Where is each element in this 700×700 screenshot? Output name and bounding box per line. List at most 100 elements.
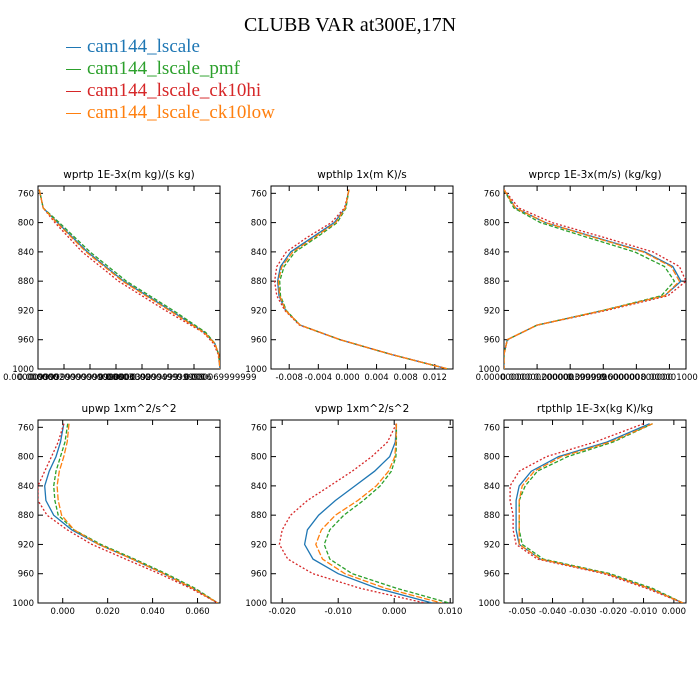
series-line-3 bbox=[273, 189, 449, 369]
panel-6: rtpthlp 1E-3x(kg K)/kg 760 800 840 880 920 960… bbox=[478, 403, 687, 617]
legend-swatch bbox=[66, 112, 81, 114]
series-line-2 bbox=[518, 423, 684, 603]
series-line-1 bbox=[44, 423, 219, 603]
y-tick-label: 840 bbox=[484, 248, 500, 258]
y-tick-label: 880 bbox=[18, 277, 34, 287]
y-tick-label: 920 bbox=[251, 306, 267, 316]
series-line-3 bbox=[504, 189, 686, 369]
x-tick-label: 0.020 bbox=[95, 607, 119, 617]
y-tick-label: 800 bbox=[484, 219, 500, 229]
y-tick-label: 800 bbox=[18, 453, 34, 463]
x-tick-label: 0.000009999999999999999 bbox=[3, 373, 125, 383]
y-tick-label: 840 bbox=[18, 482, 34, 492]
x-tick-label: -0.040 bbox=[539, 607, 566, 617]
x-tick-label: 0.00003 bbox=[98, 373, 133, 383]
y-tick-label: 800 bbox=[18, 219, 34, 229]
panel-title: upwp 1xm^2/s^2 bbox=[82, 403, 177, 415]
plot-frame bbox=[503, 419, 687, 604]
y-tick-label: 880 bbox=[484, 277, 500, 287]
series-line-3 bbox=[38, 189, 220, 369]
x-tick-label: 0.060 bbox=[185, 607, 209, 617]
series-line-1 bbox=[276, 189, 449, 369]
y-tick-label: 840 bbox=[251, 482, 267, 492]
panel-1: wprtp 1E-3x(m kg)/(s kg) 760 800 840 880 920 9… bbox=[3, 169, 256, 383]
y-tick-label: 1000 bbox=[12, 599, 34, 609]
y-tick-label: 1000 bbox=[478, 599, 500, 609]
panel-title: vpwp 1xm^2/s^2 bbox=[315, 403, 410, 415]
x-tick-label: -0.020 bbox=[268, 607, 295, 617]
panel-title: rtpthlp 1E-3x(kg K)/kg bbox=[537, 403, 653, 415]
y-tick-label: 840 bbox=[18, 248, 34, 258]
legend-item-lscale-ck10hi: cam144_lscale_ck10hi bbox=[66, 80, 275, 102]
y-tick-label: 880 bbox=[484, 511, 500, 521]
panel-2: wpthlp 1x(m K)/s 760 800 840 880 920 960 1000 -0… bbox=[245, 169, 454, 383]
x-tick-label: 0.000 bbox=[662, 607, 686, 617]
y-tick-label: 920 bbox=[18, 306, 34, 316]
legend-swatch bbox=[66, 68, 81, 70]
y-tick-label: 1000 bbox=[478, 365, 500, 375]
y-tick-label: 920 bbox=[484, 540, 500, 550]
x-tick-label: 0.000000000 bbox=[476, 373, 533, 383]
x-tick-label: -0.020 bbox=[599, 607, 626, 617]
x-tick-label: 0.000049999999 bbox=[131, 373, 204, 383]
series-line-4 bbox=[315, 423, 442, 603]
x-tick-label: 0.000 bbox=[335, 373, 359, 383]
y-tick-label: 840 bbox=[484, 482, 500, 492]
series-line-2 bbox=[323, 423, 450, 603]
x-tick-label: -0.010 bbox=[630, 607, 657, 617]
x-tick-label: 0.000001000 bbox=[641, 373, 698, 383]
y-tick-label: 960 bbox=[18, 336, 34, 346]
legend-item-lscale: cam144_lscale bbox=[66, 36, 275, 58]
x-tick-label: 0.004 bbox=[364, 373, 388, 383]
x-tick-label: 0.012 bbox=[423, 373, 447, 383]
x-tick-label: 0.000 bbox=[382, 607, 406, 617]
plot-frame bbox=[37, 419, 221, 604]
series-line-2 bbox=[53, 423, 219, 603]
y-tick-label: 760 bbox=[251, 189, 267, 199]
panel-3: wprcp 1E-3x(m/s) (kg/kg) 760 800 840 880 920 9… bbox=[476, 169, 698, 383]
y-tick-label: 840 bbox=[251, 248, 267, 258]
x-tick-label: 0.000069999999 bbox=[183, 373, 256, 383]
y-tick-label: 1000 bbox=[12, 365, 34, 375]
y-tick-label: 1000 bbox=[245, 365, 267, 375]
series-line-2 bbox=[279, 189, 449, 369]
y-tick-label: 960 bbox=[251, 570, 267, 580]
panel-title: wprtp 1E-3x(m kg)/(s kg) bbox=[63, 169, 194, 181]
series-line-4 bbox=[38, 189, 220, 369]
y-tick-label: 760 bbox=[484, 423, 500, 433]
x-tick-label: 0.000000399999 bbox=[534, 373, 607, 383]
y-tick-label: 760 bbox=[251, 423, 267, 433]
y-tick-label: 800 bbox=[484, 453, 500, 463]
series-line-4 bbox=[277, 189, 449, 369]
x-tick-label: -0.050 bbox=[508, 607, 535, 617]
legend-swatch bbox=[66, 90, 81, 92]
plot-frame bbox=[37, 185, 221, 370]
panel-4: upwp 1xm^2/s^2 760 800 840 880 920 960 1000 0.00… bbox=[12, 403, 221, 617]
series-line-4 bbox=[56, 423, 219, 603]
y-tick-label: 960 bbox=[18, 570, 34, 580]
legend: cam144_lscale cam144_lscale_pmf cam144_l… bbox=[66, 36, 275, 124]
panel-5: vpwp 1xm^2/s^27608008408809209601000-0.0… bbox=[245, 403, 462, 617]
x-tick-label: 0.000000600000 bbox=[567, 373, 640, 383]
x-tick-label: -0.008 bbox=[275, 373, 302, 383]
series-line-3 bbox=[509, 423, 684, 603]
series-line-3 bbox=[278, 423, 426, 603]
y-tick-label: 760 bbox=[18, 423, 34, 433]
series-line-4 bbox=[518, 423, 684, 603]
x-tick-label: 0.00006 bbox=[176, 373, 211, 383]
x-tick-label: 0.008 bbox=[394, 373, 418, 383]
x-tick-label: 0.000000 bbox=[18, 373, 59, 383]
y-tick-label: 800 bbox=[251, 219, 267, 229]
y-tick-label: 760 bbox=[18, 189, 34, 199]
y-tick-label: 960 bbox=[484, 570, 500, 580]
y-tick-label: 920 bbox=[18, 540, 34, 550]
legend-label: cam144_lscale_ck10hi bbox=[87, 80, 262, 101]
plot-frame bbox=[503, 185, 687, 370]
series-line-4 bbox=[504, 189, 681, 369]
x-tick-label: 0.000000200000 bbox=[501, 373, 574, 383]
x-tick-label: 0.000039999999 bbox=[105, 373, 178, 383]
x-tick-label: 0.040 bbox=[140, 607, 164, 617]
panel-title: wprcp 1E-3x(m/s) (kg/kg) bbox=[528, 169, 661, 181]
legend-swatch bbox=[66, 46, 81, 48]
